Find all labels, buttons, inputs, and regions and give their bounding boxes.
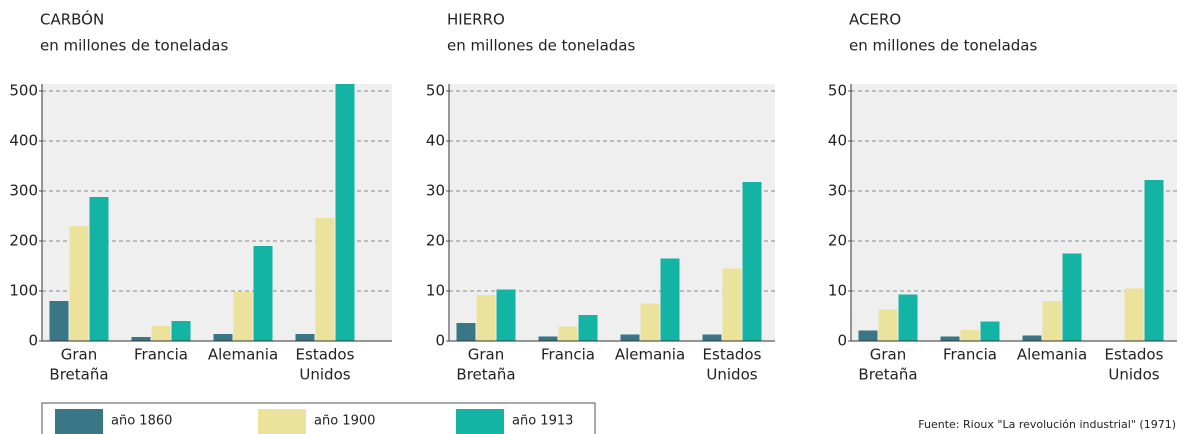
x-tick-label: Bretaña (49, 366, 108, 384)
y-tick-label: 40 (828, 132, 847, 150)
bar (335, 84, 355, 341)
x-tick-label: Alemania (615, 346, 685, 364)
bar (898, 294, 918, 341)
legend-swatch (456, 409, 504, 434)
y-tick-label: 50 (828, 82, 847, 100)
bar (131, 337, 151, 341)
y-tick-label: 30 (828, 182, 847, 200)
bar (620, 334, 640, 341)
x-tick-label: Unidos (1108, 366, 1159, 384)
x-tick-label: Estados (703, 346, 762, 364)
legend-box (41, 402, 596, 434)
bar (151, 326, 171, 341)
bar (1042, 301, 1062, 341)
bar (171, 321, 191, 341)
bar (858, 330, 878, 341)
x-tick-label: Bretaña (858, 366, 917, 384)
x-tick-label: Francia (541, 346, 595, 364)
y-tick-label: 10 (828, 282, 847, 300)
chart-subtitle: en millones de toneladas (447, 37, 635, 55)
y-tick-label: 20 (426, 232, 445, 250)
x-tick-label: Alemania (208, 346, 278, 364)
x-tick-label: Unidos (299, 366, 350, 384)
legend-swatch (258, 409, 306, 434)
y-tick-label: 400 (9, 132, 38, 150)
chart-title: CARBÓN (40, 10, 104, 29)
y-tick-label: 50 (426, 82, 445, 100)
x-tick-label: Gran (468, 346, 505, 364)
y-tick-label: 0 (435, 332, 445, 350)
bar (538, 336, 558, 341)
y-tick-label: 300 (9, 182, 38, 200)
x-tick-label: Estados (1105, 346, 1164, 364)
chart-subtitle: en millones de toneladas (40, 37, 228, 55)
bar (742, 182, 762, 341)
y-tick-label: 200 (9, 232, 38, 250)
bar (49, 301, 69, 341)
source-note: Fuente: Rioux "La revolución industrial"… (918, 418, 1176, 431)
bar (69, 226, 89, 341)
x-tick-label: Estados (296, 346, 355, 364)
y-tick-label: 10 (426, 282, 445, 300)
bar (1124, 288, 1144, 341)
y-tick-label: 100 (9, 282, 38, 300)
chart-title: HIERRO (447, 11, 505, 29)
bar (640, 303, 660, 341)
bar (233, 292, 253, 341)
chart-title: ACERO (849, 11, 901, 29)
y-tick-label: 500 (9, 82, 38, 100)
bar (960, 330, 980, 341)
bar (496, 289, 516, 341)
bar (702, 334, 722, 341)
bar (558, 326, 578, 341)
bar (878, 309, 898, 341)
legend-label: año 1900 (314, 414, 375, 429)
bar (89, 197, 109, 341)
bar (660, 258, 680, 341)
bar (1062, 253, 1082, 341)
legend-swatch (55, 409, 103, 434)
chart-subtitle: en millones de toneladas (849, 37, 1037, 55)
y-tick-label: 0 (28, 332, 38, 350)
x-tick-label: Bretaña (456, 366, 515, 384)
y-tick-label: 20 (828, 232, 847, 250)
bar (1022, 335, 1042, 341)
bar (722, 268, 742, 341)
x-tick-label: Francia (134, 346, 188, 364)
bar (315, 218, 335, 341)
bar (1144, 180, 1164, 341)
y-tick-label: 30 (426, 182, 445, 200)
bar (295, 334, 315, 341)
bar (213, 334, 233, 341)
y-tick-label: 40 (426, 132, 445, 150)
legend-label: año 1913 (512, 414, 573, 429)
x-tick-label: Gran (870, 346, 907, 364)
bar (476, 295, 496, 341)
bar (253, 246, 273, 341)
bar (980, 321, 1000, 341)
y-tick-label: 0 (837, 332, 847, 350)
bar (578, 315, 598, 341)
legend-label: año 1860 (111, 414, 172, 429)
bar (940, 336, 960, 341)
x-tick-label: Alemania (1017, 346, 1087, 364)
x-tick-label: Francia (943, 346, 997, 364)
bar (456, 323, 476, 341)
x-tick-label: Gran (61, 346, 98, 364)
x-tick-label: Unidos (706, 366, 757, 384)
